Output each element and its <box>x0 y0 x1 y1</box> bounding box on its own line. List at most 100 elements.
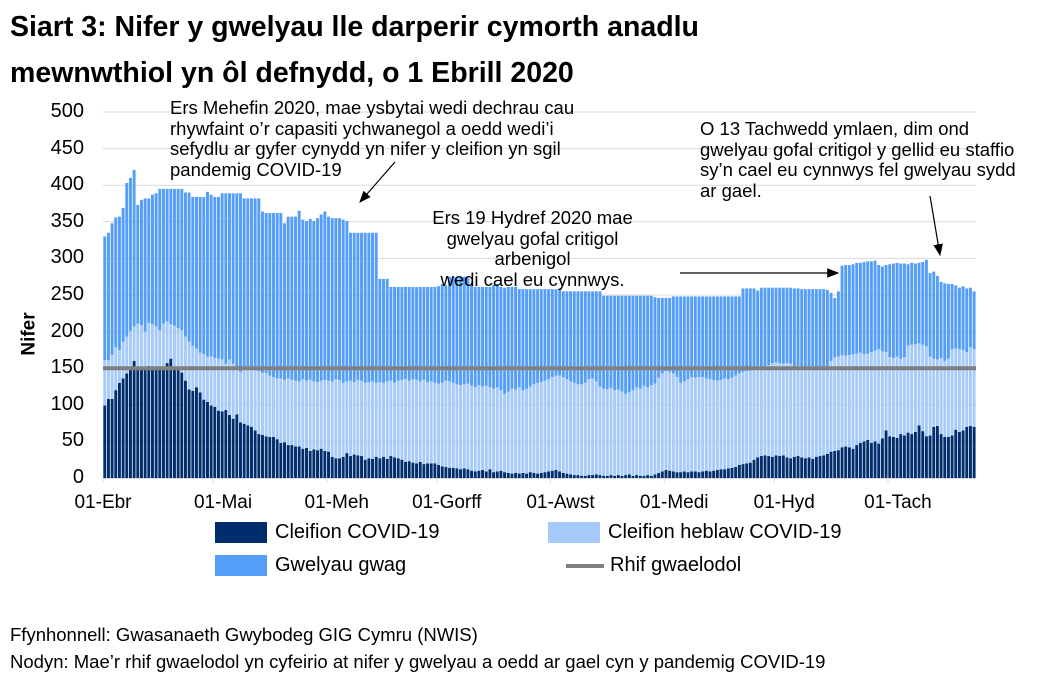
bar-non-covid <box>671 373 675 472</box>
bar-non-covid <box>539 382 543 473</box>
bar-non-covid <box>422 379 426 465</box>
bar-non-covid <box>756 368 760 458</box>
bar-covid <box>128 368 132 478</box>
bar-empty <box>242 198 246 369</box>
bar-non-covid <box>613 390 617 476</box>
bar-empty <box>653 297 657 384</box>
bar-covid <box>499 470 503 478</box>
bar-empty <box>950 284 954 350</box>
bar-covid <box>103 405 107 478</box>
bar-empty <box>334 218 338 380</box>
bar-empty <box>466 278 470 384</box>
bar-non-covid <box>891 357 895 438</box>
annotation-line: rhywfaint o’r capasiti ychwanegol a oedd… <box>170 117 554 139</box>
bar-covid <box>957 431 961 478</box>
bar-non-covid <box>866 353 870 440</box>
bar-non-covid <box>338 379 341 459</box>
bar-empty <box>723 296 727 379</box>
bar-empty <box>939 281 943 358</box>
bar-non-covid <box>503 393 507 473</box>
bar-covid <box>734 467 738 478</box>
bar-covid <box>283 442 286 478</box>
bar-empty <box>206 191 209 357</box>
bar-empty <box>928 273 932 357</box>
bar-empty <box>935 275 939 360</box>
bar-covid <box>620 475 624 478</box>
bar-empty <box>767 287 771 366</box>
bar-empty <box>231 193 235 364</box>
bar-empty <box>613 295 617 391</box>
bar-empty <box>565 291 569 380</box>
bar-empty <box>668 297 672 372</box>
bar-covid <box>374 456 378 478</box>
bar-non-covid <box>235 368 239 415</box>
bar-covid <box>671 471 675 478</box>
bar-non-covid <box>572 382 576 476</box>
x-tick-label: 01-Meh <box>304 492 369 513</box>
annotation-line: Ers Mehefin 2020, mae ysbytai wedi dechr… <box>170 97 575 118</box>
bar-non-covid <box>701 376 705 472</box>
bar-non-covid <box>569 381 573 475</box>
bar-covid <box>774 455 778 478</box>
bar-non-covid <box>921 344 925 432</box>
bar-covid <box>906 432 910 478</box>
bar-covid <box>426 463 430 478</box>
bar-non-covid <box>682 381 686 472</box>
bar-non-covid <box>382 382 386 457</box>
bar-empty <box>715 296 719 381</box>
bar-non-covid <box>580 384 584 476</box>
bar-empty <box>726 296 730 380</box>
bar-empty <box>547 289 551 380</box>
bar-non-covid <box>690 376 694 472</box>
bar-empty <box>444 285 448 381</box>
bar-empty <box>106 232 110 361</box>
bar-covid <box>147 366 151 478</box>
bar-non-covid <box>492 388 496 473</box>
bar-non-covid <box>624 393 628 476</box>
bar-covid <box>301 448 305 478</box>
bar-empty <box>671 296 675 374</box>
bar-non-covid <box>506 391 510 473</box>
bar-empty <box>341 219 345 383</box>
bar-empty <box>110 223 114 356</box>
bar-empty <box>737 296 741 374</box>
legend-line <box>566 563 604 568</box>
bar-non-covid <box>972 349 976 427</box>
bar-non-covid <box>275 378 279 440</box>
bar-empty <box>125 183 129 337</box>
bar-non-covid <box>660 373 664 472</box>
bar-non-covid <box>862 354 866 442</box>
bar-non-covid <box>213 357 217 407</box>
bar-empty <box>176 188 180 328</box>
bar-covid <box>888 436 892 478</box>
bar-non-covid <box>741 371 745 465</box>
bar-empty <box>602 295 606 389</box>
bar-non-covid <box>847 355 851 448</box>
bar-covid <box>136 368 140 478</box>
bar-non-covid <box>264 373 268 437</box>
bar-covid <box>741 464 745 478</box>
bar-empty <box>631 295 635 391</box>
bar-covid <box>653 474 657 478</box>
bar-empty <box>536 289 540 383</box>
bar-empty <box>778 287 782 364</box>
bar-covid <box>550 470 554 478</box>
bar-empty <box>363 232 367 383</box>
bar-covid <box>481 469 485 478</box>
bar-non-covid <box>290 379 294 446</box>
bar-empty <box>495 284 499 388</box>
bar-non-covid <box>286 378 290 446</box>
bar-non-covid <box>187 341 191 390</box>
bar-empty <box>576 291 580 385</box>
bar-covid <box>950 435 954 478</box>
bar-covid <box>701 471 705 478</box>
annotation-june: Ers Mehefin 2020, mae ysbytai wedi dechr… <box>170 97 575 180</box>
bar-empty <box>917 262 921 344</box>
bar-covid <box>404 461 408 478</box>
bar-empty <box>877 264 881 350</box>
bar-non-covid <box>708 379 712 472</box>
bar-covid <box>935 426 939 478</box>
bar-empty <box>400 286 404 380</box>
bar-empty <box>521 289 525 391</box>
bar-non-covid <box>106 360 110 399</box>
